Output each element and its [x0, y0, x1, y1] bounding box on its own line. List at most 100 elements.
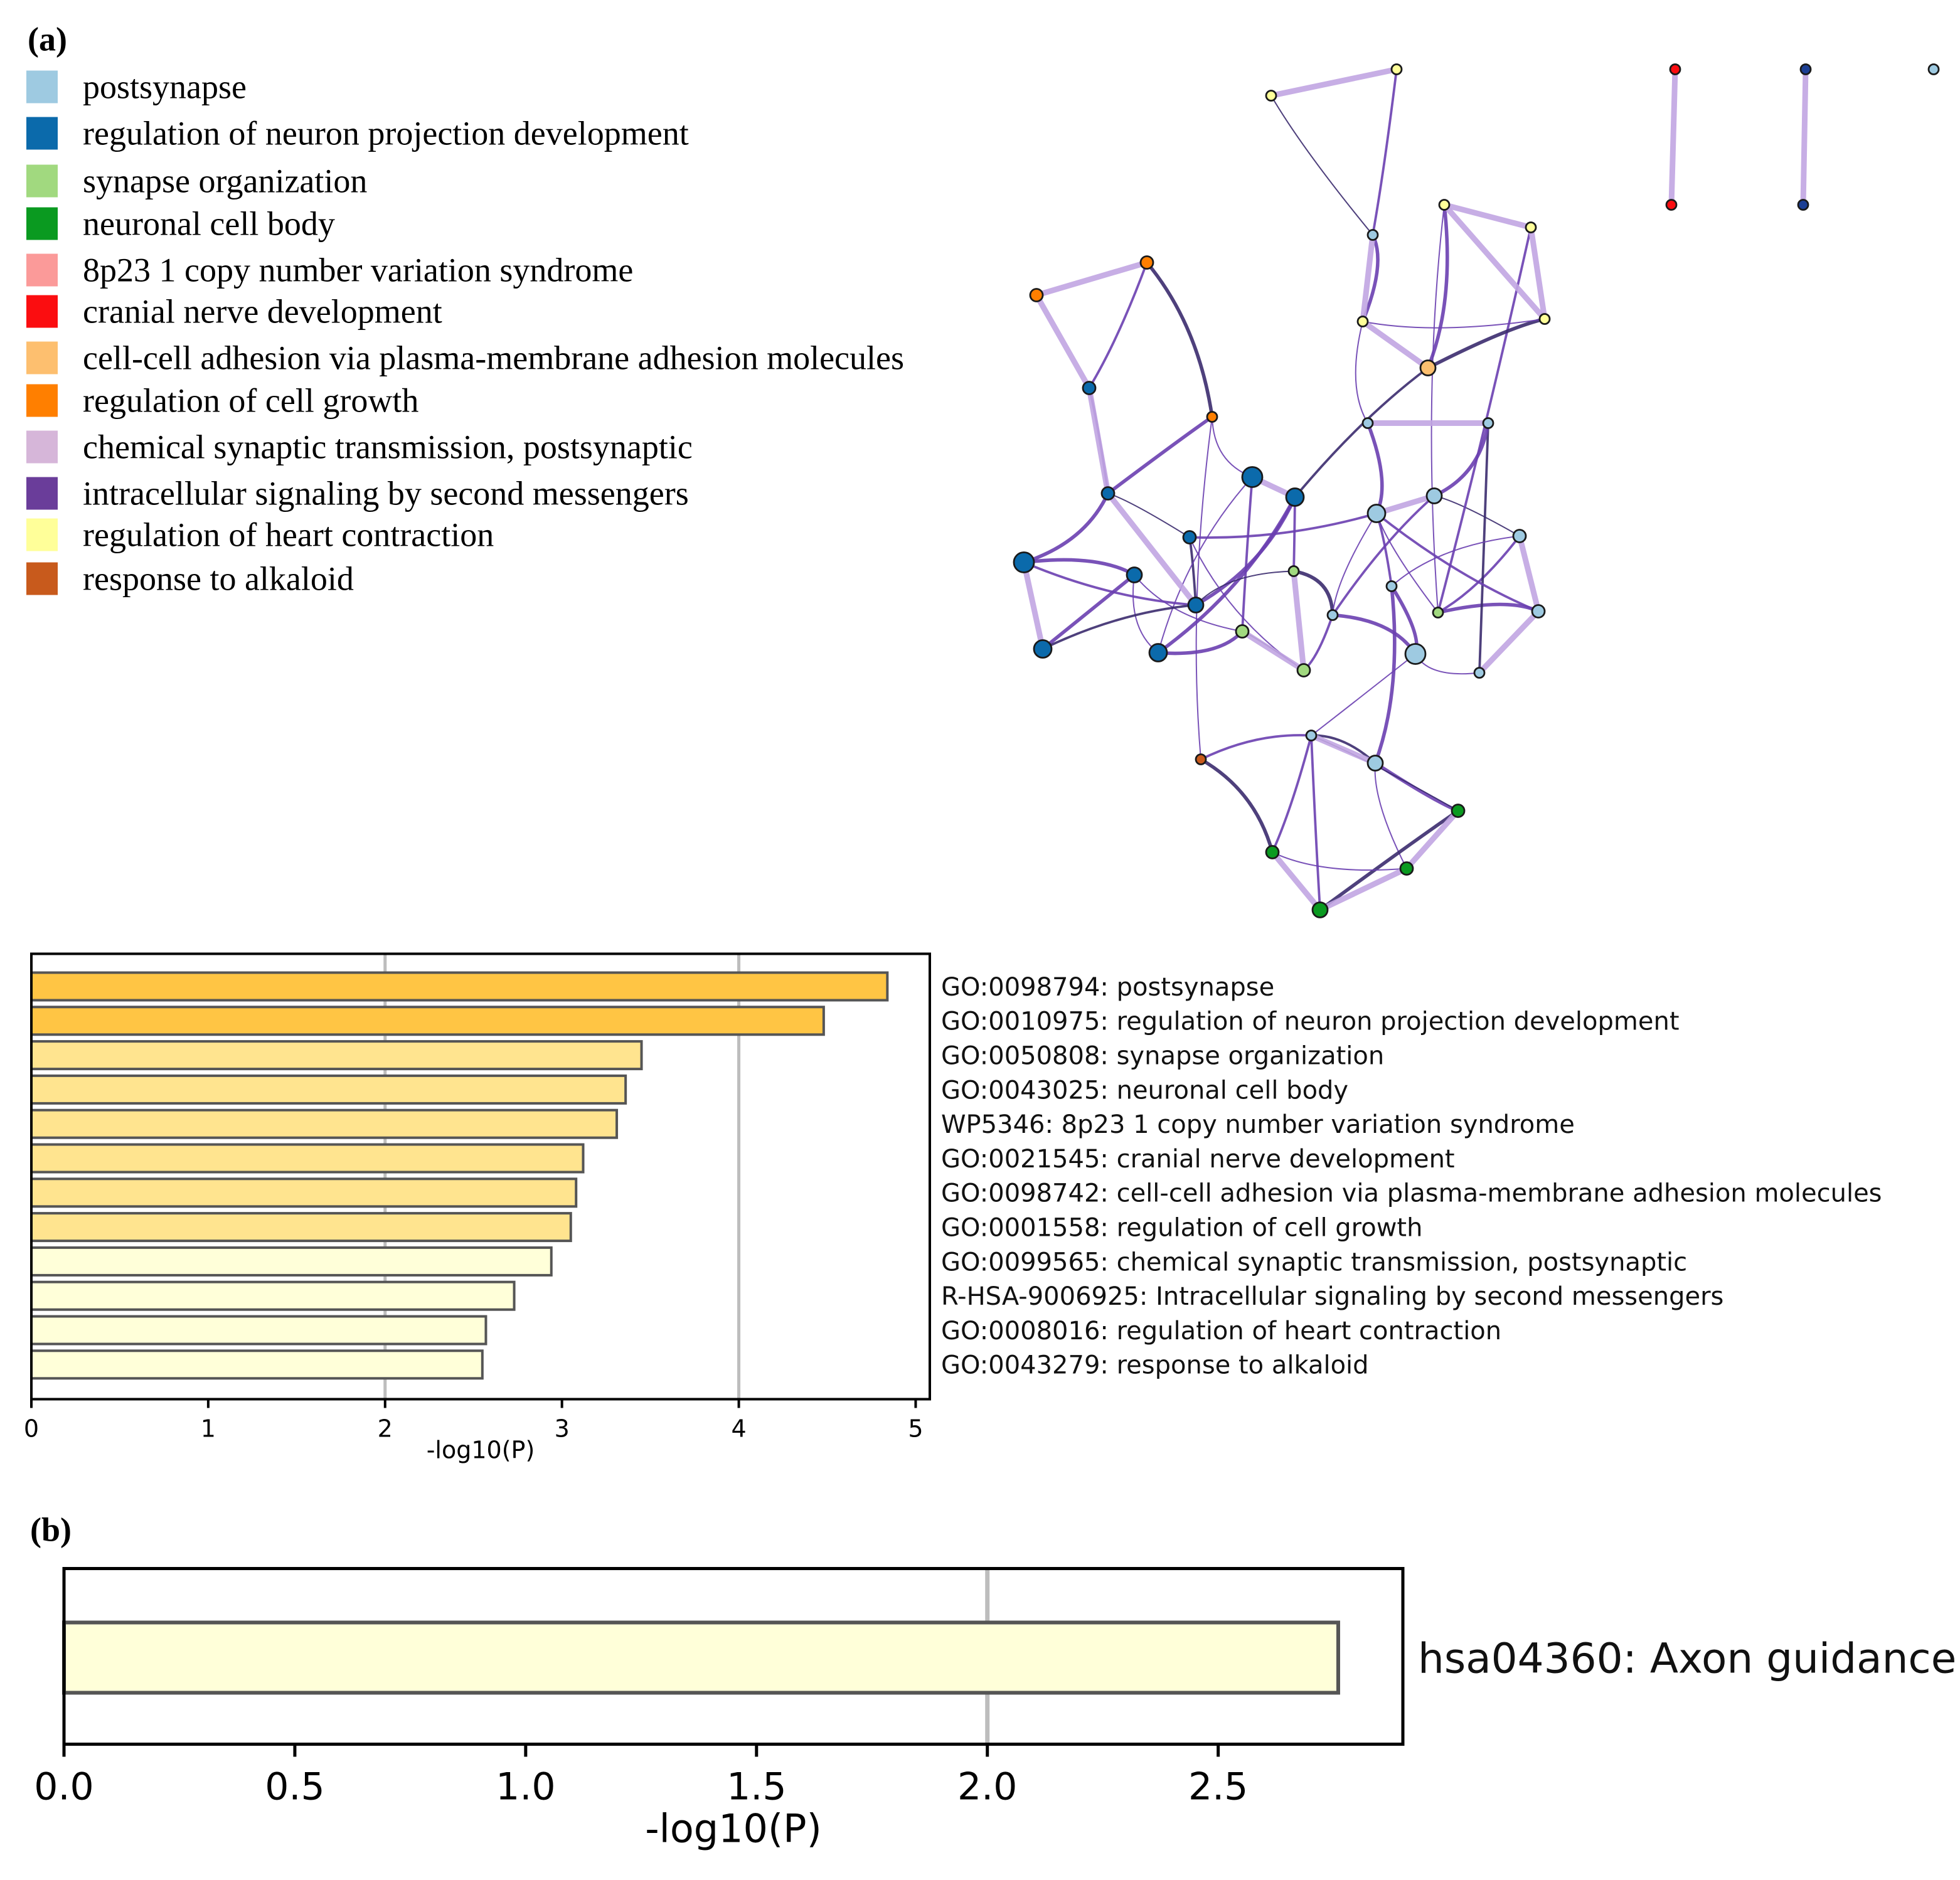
category-label: GO:0010975: regulation of neuron project…	[941, 1007, 1680, 1036]
network-node	[1100, 486, 1116, 501]
network-edge	[1437, 535, 1521, 614]
x-tick-label: 2.5	[1188, 1765, 1248, 1809]
legend-label: intracellular signaling by second messen…	[83, 475, 689, 512]
x-tick-label: 4	[731, 1415, 746, 1443]
network-edge	[1362, 318, 1545, 329]
legend-swatch	[26, 70, 58, 104]
network-node	[1287, 565, 1300, 577]
network-node	[1305, 730, 1318, 741]
network-edge	[1292, 497, 1296, 571]
legend-label: cranial nerve development	[83, 293, 442, 331]
network-edge	[1331, 495, 1435, 616]
network-edge	[1157, 496, 1297, 654]
network-edge	[1033, 260, 1150, 298]
network-node	[1525, 221, 1537, 233]
network-node	[1326, 609, 1339, 621]
network-node	[1531, 604, 1546, 619]
network-node	[1473, 667, 1486, 679]
network-node	[1419, 359, 1437, 376]
network-edge	[1478, 423, 1489, 673]
network-node	[1366, 229, 1379, 241]
network-node	[1512, 529, 1527, 543]
network-node	[1799, 63, 1812, 75]
network-edge	[1403, 808, 1461, 871]
legend-label: 8p23 1 copy number variation syndrome	[83, 252, 633, 289]
legend-swatch	[26, 207, 58, 240]
network-edge	[1241, 477, 1254, 632]
network-node	[1366, 755, 1384, 772]
category-label: WP5346: 8p23 1 copy number variation syn…	[941, 1110, 1575, 1139]
legend-label: regulation of heart contraction	[83, 516, 494, 554]
bar	[30, 1006, 825, 1036]
network-edge	[1023, 561, 1196, 607]
network-node	[1665, 199, 1678, 211]
network-edge	[1269, 849, 1323, 913]
network-edge	[1200, 734, 1312, 761]
network-node	[1013, 551, 1035, 573]
legend-label: response to alkaloid	[83, 560, 354, 598]
network-edge	[1195, 570, 1294, 606]
network-edge	[1361, 234, 1380, 322]
network-edge	[1042, 603, 1196, 651]
network-edge	[1516, 533, 1542, 614]
network-edge	[1158, 476, 1253, 653]
x-tick-label: 5	[908, 1415, 923, 1443]
network-node	[1285, 487, 1305, 507]
category-label: GO:0098794: postsynapse	[941, 973, 1274, 1002]
x-tick-label: 0.5	[265, 1765, 324, 1809]
category-label: GO:0021545: cranial nerve development	[941, 1145, 1455, 1174]
network-edge	[1434, 495, 1520, 537]
bar	[62, 1620, 1340, 1695]
category-label: R-HSA-9006925: Intracellular signaling b…	[941, 1282, 1723, 1311]
network-node	[1235, 624, 1250, 639]
network-edge	[1311, 653, 1416, 736]
category-label: GO:0099565: chemical synaptic transmissi…	[941, 1248, 1687, 1277]
x-tick-label: 1	[201, 1415, 216, 1443]
network-node	[1139, 255, 1154, 270]
bar	[30, 1177, 578, 1208]
network-node	[1195, 753, 1207, 765]
network-node	[1927, 63, 1940, 75]
network-edge	[1441, 202, 1534, 230]
network-node	[1451, 804, 1466, 818]
network-node	[1669, 63, 1681, 75]
network-edge	[1427, 317, 1545, 369]
network-edge	[1105, 491, 1199, 608]
network-edge	[1376, 513, 1439, 613]
category-label: GO:0001558: regulation of cell growth	[941, 1214, 1422, 1243]
enrichment-network	[1013, 63, 1940, 918]
network-edge	[1023, 492, 1110, 565]
network-node	[1425, 487, 1443, 504]
network-edge	[1145, 261, 1214, 417]
x-tick-label: 0.0	[34, 1765, 93, 1809]
category-label: GO:0043279: response to alkaloid	[941, 1351, 1369, 1380]
network-edge	[1528, 225, 1548, 322]
legend-swatch	[26, 384, 58, 417]
network-node	[1206, 411, 1218, 423]
legend-label: regulation of neuron projection developm…	[83, 115, 689, 152]
bar	[30, 1349, 484, 1380]
network-node	[1265, 90, 1277, 102]
network-edge	[1476, 608, 1542, 676]
legend-swatch	[26, 164, 58, 198]
network-node	[1438, 199, 1451, 211]
network-edge	[1302, 614, 1334, 671]
legend-swatch	[26, 562, 58, 595]
network-node	[1390, 63, 1403, 75]
network-node	[1029, 288, 1044, 302]
network-edge	[1426, 204, 1449, 369]
x-tick-label: 3	[555, 1415, 570, 1443]
network-edge	[1441, 202, 1548, 322]
network-edge	[1086, 385, 1111, 496]
x-tick-label: 1.5	[727, 1765, 786, 1809]
network-node	[1361, 417, 1374, 429]
network-node	[1296, 663, 1311, 677]
category-label: GO:0050808: synapse organization	[941, 1042, 1384, 1071]
network-edge	[1308, 733, 1378, 766]
legend-swatch	[26, 117, 58, 150]
network-edge	[1088, 262, 1148, 389]
go-enrichment-bar-chart: GO:0098794: postsynapse GO:0010975: regul…	[24, 952, 1882, 1464]
network-node	[1311, 901, 1329, 918]
network-edge	[1360, 232, 1376, 324]
legend-swatch	[26, 477, 58, 510]
